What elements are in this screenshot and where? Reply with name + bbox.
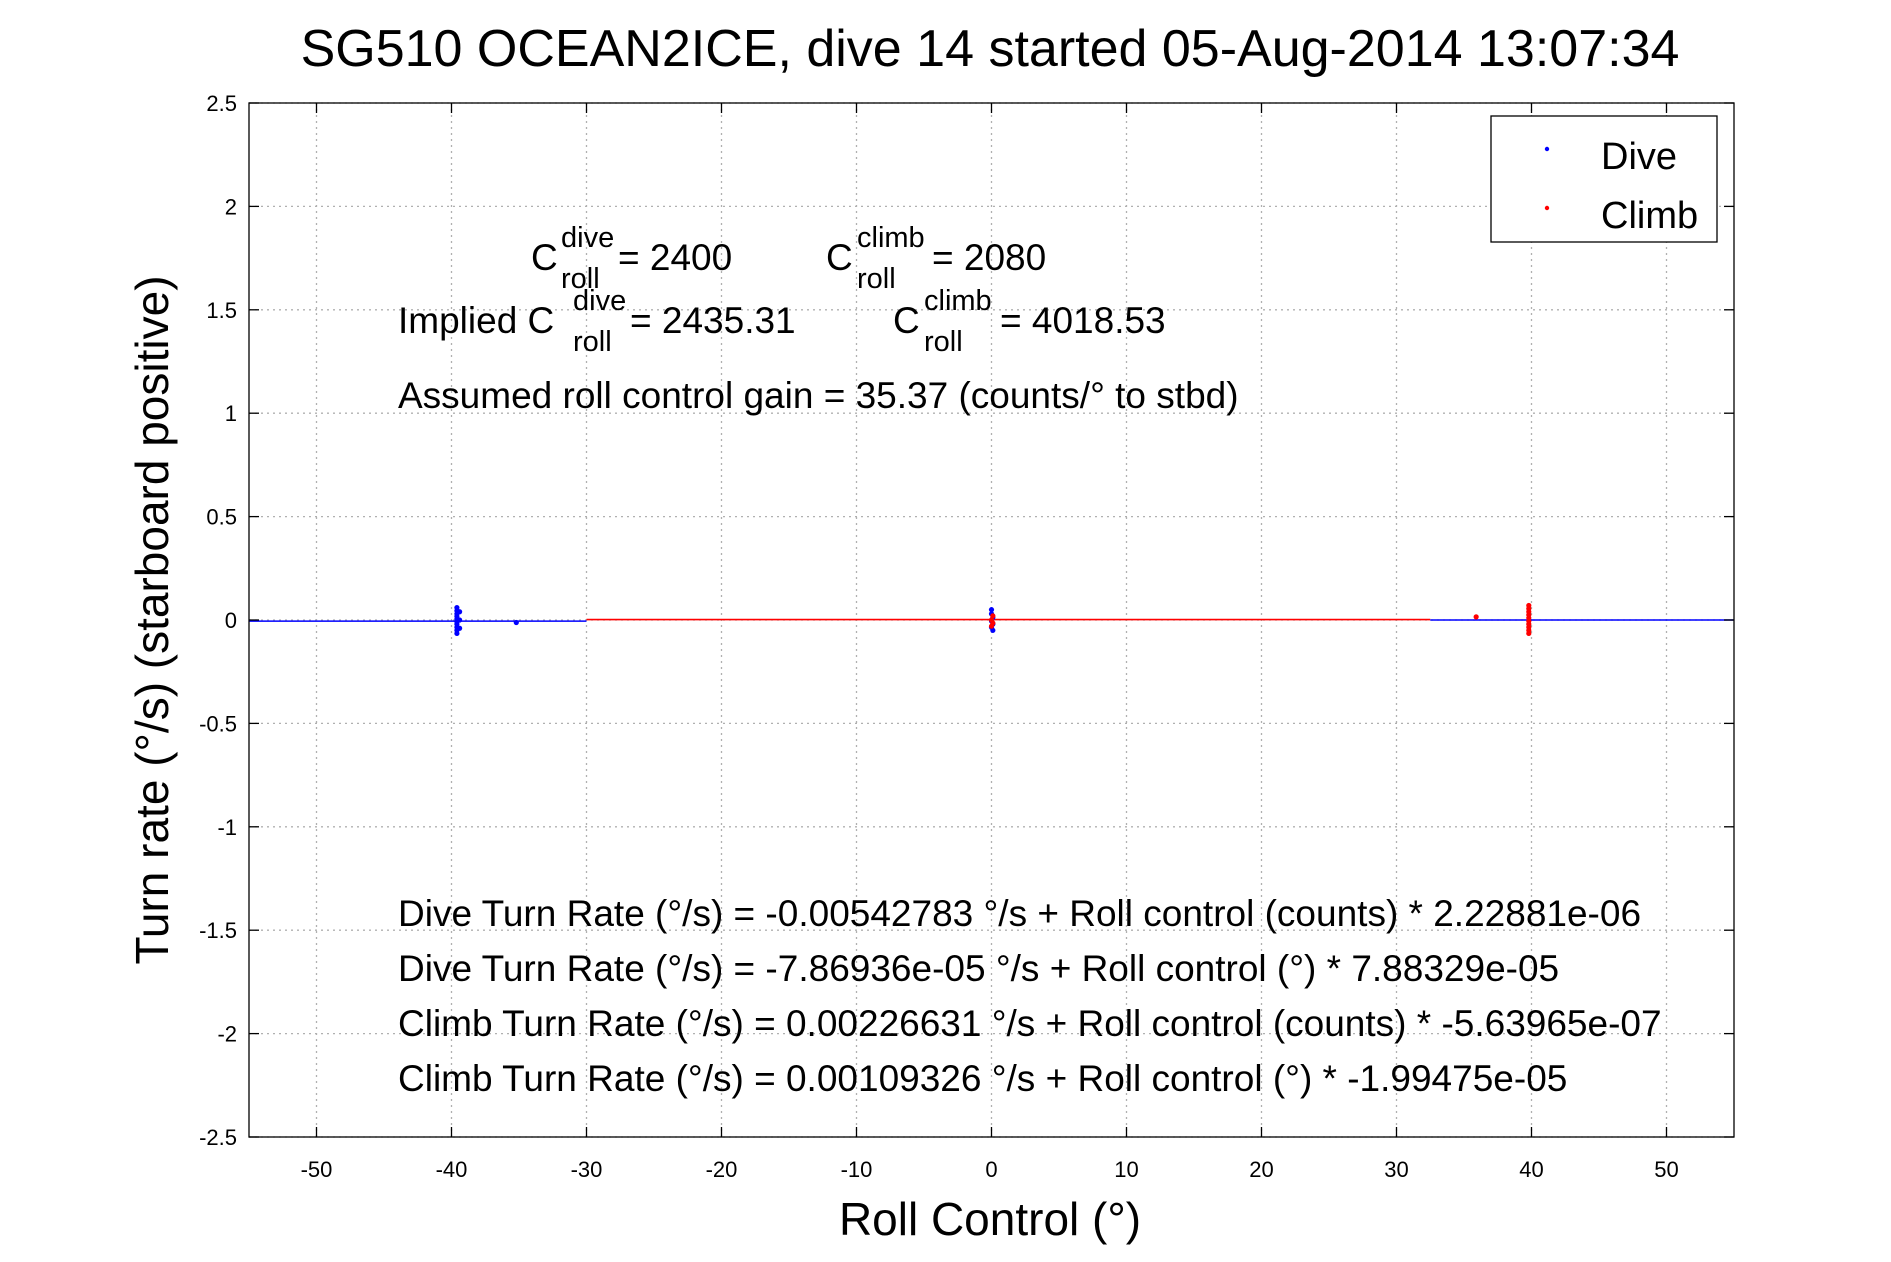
implied-c-roll-dive-annotation: Implied C dive roll = 2435.31 bbox=[398, 285, 796, 358]
dive-data-point bbox=[988, 607, 995, 613]
legend-climb-marker bbox=[1544, 205, 1550, 211]
implied-dive-value: = 2435.31 bbox=[630, 300, 796, 341]
c-roll-dive-value: = 2400 bbox=[618, 237, 732, 278]
c-roll-climb-value: = 2080 bbox=[932, 237, 1046, 278]
y-tick-label: -0.5 bbox=[199, 711, 237, 736]
c-roll-dive-sub: roll bbox=[561, 263, 600, 295]
c-roll-climb-sub: roll bbox=[857, 263, 896, 295]
y-tick-label: -2 bbox=[217, 1022, 237, 1047]
c-roll-dive-annotation: C dive roll = 2400 bbox=[531, 222, 732, 295]
dive-data-point bbox=[513, 619, 519, 626]
fit-equation-1: Dive Turn Rate (°/s) = -0.00542783 °/s +… bbox=[398, 893, 1641, 934]
c-roll-climb-base: C bbox=[826, 237, 853, 278]
x-tick-labels: -50 -40 -30 -20 -10 0 10 20 30 40 50 bbox=[301, 1157, 1679, 1182]
fit-equation-3: Climb Turn Rate (°/s) = 0.00226631 °/s +… bbox=[398, 1003, 1662, 1044]
c-roll-dive-sup: dive bbox=[561, 222, 614, 254]
chart-title: SG510 OCEAN2ICE, dive 14 started 05-Aug-… bbox=[301, 20, 1680, 78]
y-axis-label: Turn rate (°/s) (starboard positive) bbox=[126, 275, 178, 964]
legend-dive-marker bbox=[1544, 146, 1550, 152]
implied-climb-value: = 4018.53 bbox=[1000, 300, 1166, 341]
y-tick-label: -1.5 bbox=[199, 918, 237, 943]
x-tick-label: 0 bbox=[985, 1157, 997, 1182]
x-tick-label: 30 bbox=[1384, 1157, 1408, 1182]
implied-climb-sub: roll bbox=[924, 326, 963, 358]
legend: Dive Climb bbox=[1490, 115, 1718, 243]
climb-data-point bbox=[1526, 630, 1532, 637]
x-tick-label: -40 bbox=[436, 1157, 468, 1182]
climb-data-point bbox=[1473, 614, 1479, 620]
legend-box bbox=[1490, 115, 1718, 243]
x-axis-label: Roll Control (°) bbox=[839, 1193, 1141, 1245]
legend-climb-label: Climb bbox=[1601, 195, 1698, 237]
y-tick-label: 1.5 bbox=[206, 298, 237, 323]
legend-dive-label: Dive bbox=[1601, 136, 1677, 178]
dive-data-point bbox=[457, 609, 463, 615]
x-tick-label: 40 bbox=[1519, 1157, 1543, 1182]
axis-ticks bbox=[249, 102, 1734, 1138]
climb-data-point bbox=[990, 613, 996, 619]
y-tick-label: 0.5 bbox=[206, 505, 237, 530]
c-roll-climb-annotation: C climb roll = 2080 bbox=[826, 222, 1046, 295]
fit-lines bbox=[249, 618, 1734, 622]
data-points bbox=[454, 602, 1532, 637]
y-tick-label: 2.5 bbox=[206, 91, 237, 116]
fit-equation-4: Climb Turn Rate (°/s) = 0.00109326 °/s +… bbox=[398, 1058, 1567, 1099]
y-tick-labels: -2.5 -2 -1.5 -1 -0.5 0 0.5 1 1.5 2 2.5 bbox=[199, 91, 237, 1150]
x-tick-label: -50 bbox=[301, 1157, 333, 1182]
y-tick-label: -1 bbox=[217, 815, 237, 840]
x-tick-label: 50 bbox=[1654, 1157, 1678, 1182]
roll-gain-annotation: Assumed roll control gain = 35.37 (count… bbox=[398, 375, 1239, 416]
dive-data-point bbox=[457, 617, 463, 623]
implied-dive-sub: roll bbox=[573, 326, 612, 358]
c-roll-dive-base: C bbox=[531, 237, 558, 278]
y-tick-label: 2 bbox=[225, 194, 237, 219]
fit-equation-2: Dive Turn Rate (°/s) = -7.86936e-05 °/s … bbox=[398, 948, 1559, 989]
x-tick-label: -20 bbox=[706, 1157, 738, 1182]
x-tick-label: 10 bbox=[1114, 1157, 1138, 1182]
dive-data-point bbox=[457, 625, 463, 631]
implied-dive-sup: dive bbox=[573, 285, 626, 317]
dive-data-point bbox=[990, 627, 996, 633]
climb-data-point bbox=[988, 623, 995, 629]
x-tick-label: 20 bbox=[1249, 1157, 1273, 1182]
implied-c-roll-climb-annotation: C climb roll = 4018.53 bbox=[893, 285, 1166, 358]
implied-climb-base: C bbox=[893, 300, 920, 341]
x-tick-label: -10 bbox=[841, 1157, 873, 1182]
c-roll-climb-sup: climb bbox=[857, 222, 925, 254]
x-tick-label: -30 bbox=[571, 1157, 603, 1182]
y-tick-label: 0 bbox=[225, 608, 237, 633]
implied-climb-sup: climb bbox=[924, 285, 992, 317]
y-tick-label: -2.5 bbox=[199, 1125, 237, 1150]
y-tick-label: 1 bbox=[225, 401, 237, 426]
dive-data-point bbox=[454, 630, 460, 637]
implied-dive-prefix: Implied C bbox=[398, 300, 554, 341]
